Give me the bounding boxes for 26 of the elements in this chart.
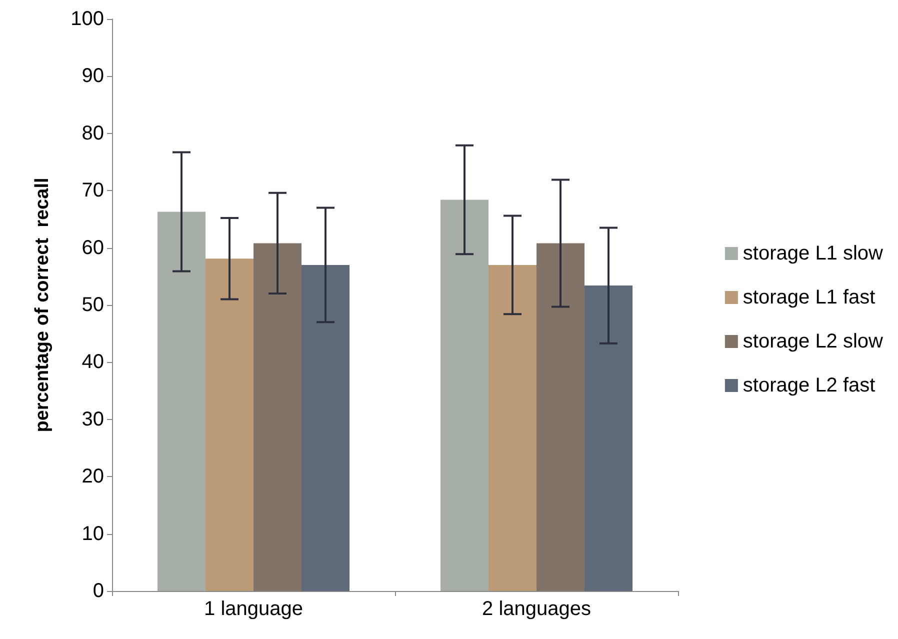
bar xyxy=(488,264,536,591)
legend-label: storage L1 slow xyxy=(742,242,884,264)
bar xyxy=(584,286,632,591)
legend-label: storage L2 fast xyxy=(742,374,876,396)
y-tick-label: 80 xyxy=(82,122,104,144)
y-tick-label: 90 xyxy=(82,65,104,88)
x-tick-label: 2 languages xyxy=(482,598,591,620)
y-tick-label: 40 xyxy=(82,351,104,374)
bar xyxy=(440,200,488,591)
y-tick-label: 20 xyxy=(82,466,104,488)
bar xyxy=(536,243,584,591)
legend-label: storage L2 slow xyxy=(742,330,884,352)
y-tick-label: 100 xyxy=(70,8,104,30)
bar xyxy=(302,264,350,591)
y-tick-label: 0 xyxy=(92,580,104,602)
y-axis-title: percentage of correct recall xyxy=(32,178,53,432)
y-tick-label: 50 xyxy=(82,294,104,316)
y-tick-label: 70 xyxy=(82,180,104,202)
x-tick-label: 1 language xyxy=(204,598,303,620)
legend-label: storage L1 fast xyxy=(742,286,876,308)
y-tick-label: 60 xyxy=(82,236,104,259)
bar xyxy=(158,212,206,591)
y-tick-label: 30 xyxy=(82,408,104,430)
y-tick-label: 10 xyxy=(82,522,104,545)
bar xyxy=(254,243,302,591)
bar xyxy=(206,258,254,591)
